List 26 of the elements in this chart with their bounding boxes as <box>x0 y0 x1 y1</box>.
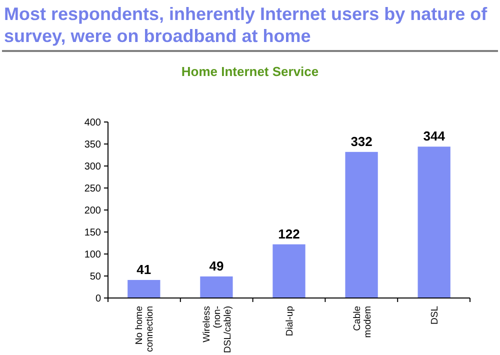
y-tick-label: 250 <box>84 184 102 194</box>
y-tick-label: 300 <box>84 162 102 172</box>
x-tick-label: Wireless (non-DSL/cable) <box>201 306 234 353</box>
data-label: 41 <box>136 262 152 277</box>
y-tick-label: 200 <box>84 206 102 216</box>
x-tick-label: DSL <box>430 306 441 324</box>
y-tick-label: 0 <box>95 294 102 304</box>
data-label: 122 <box>278 226 300 242</box>
y-tick-label: 150 <box>84 228 102 238</box>
x-tick-label: Cable modem <box>352 306 374 338</box>
bar <box>272 244 306 298</box>
chart-title: Most respondents, inherently Internet users by nature of survey, were on broadband at home <box>4 4 488 46</box>
x-tick-label: Dial-up <box>284 306 296 336</box>
x-tick-label: No home connection <box>134 306 156 352</box>
bar <box>418 146 450 298</box>
bar <box>128 280 160 298</box>
chart-subtitle: Home Internet Service <box>181 64 319 79</box>
y-tick-label: 400 <box>84 118 102 128</box>
data-label: 49 <box>209 258 224 274</box>
data-label: 344 <box>423 128 446 144</box>
data-label: 332 <box>350 134 372 149</box>
y-tick-label: 50 <box>90 272 102 282</box>
bar <box>345 152 378 298</box>
y-tick-label: 350 <box>84 140 102 150</box>
y-tick-label: 100 <box>84 250 102 260</box>
bar <box>200 276 233 298</box>
